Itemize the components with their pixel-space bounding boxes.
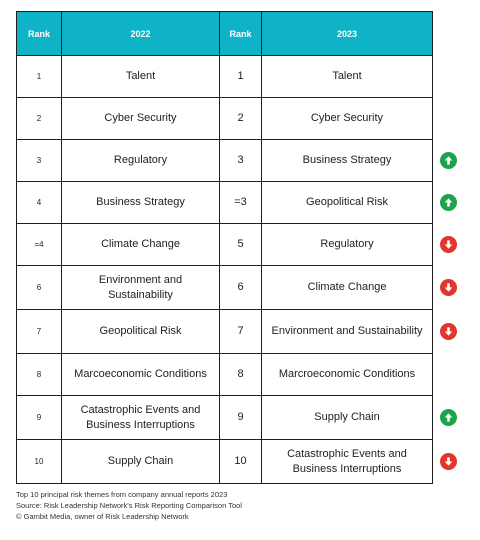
- risk-2022-cell: Talent: [61, 55, 220, 98]
- footer-copyright: © Gambit Media, owner of Risk Leadership…: [16, 512, 189, 521]
- risk-2022-cell: Climate Change: [61, 223, 220, 266]
- table-row: 10 Supply Chain 10 Catastrophic Events a…: [16, 439, 433, 484]
- rank-2022-cell: 2: [16, 97, 62, 140]
- footer-notes: Top 10 principal risk themes from compan…: [16, 489, 242, 522]
- risk-2022-cell: Catastrophic Events and Business Interru…: [61, 395, 220, 440]
- footer-source: Source: Risk Leadership Network's Risk R…: [16, 501, 242, 510]
- rank-2023-cell: 10: [219, 439, 262, 484]
- rank-2023-cell: =3: [219, 181, 262, 224]
- risk-2022-cell: Cyber Security: [61, 97, 220, 140]
- rank-2022-cell: 1: [16, 55, 62, 98]
- rank-2023-cell: 8: [219, 353, 262, 396]
- rank-2022-cell: 3: [16, 139, 62, 182]
- rank-2022-cell: 10: [16, 439, 62, 484]
- risk-2022-cell: Environment and Sustainability: [61, 265, 220, 310]
- table-row: 4 Business Strategy =3 Geopolitical Risk: [16, 181, 433, 224]
- risk-2023-cell: Geopolitical Risk: [261, 181, 433, 224]
- rank-2022-cell: 4: [16, 181, 62, 224]
- risk-ranking-table: Rank 2022 Rank 2023 1 Talent 1 Talent 2 …: [16, 11, 433, 484]
- arrow-up-circle-icon: [440, 409, 457, 426]
- arrow-up-circle-icon: [440, 194, 457, 211]
- header-rank-2022: Rank: [16, 11, 62, 56]
- table-row: 9 Catastrophic Events and Business Inter…: [16, 395, 433, 440]
- risk-2023-cell: Marcroeconomic Conditions: [261, 353, 433, 396]
- table-row: 1 Talent 1 Talent: [16, 55, 433, 98]
- rank-2023-cell: 5: [219, 223, 262, 266]
- rank-2023-cell: 3: [219, 139, 262, 182]
- header-rank-2023: Rank: [219, 11, 262, 56]
- risk-2023-cell: Supply Chain: [261, 395, 433, 440]
- rank-2023-cell: 9: [219, 395, 262, 440]
- risk-2023-cell: Talent: [261, 55, 433, 98]
- arrow-down-circle-icon: [440, 323, 457, 340]
- risk-2023-cell: Climate Change: [261, 265, 433, 310]
- risk-2023-cell: Cyber Security: [261, 97, 433, 140]
- table-row: 6 Environment and Sustainability 6 Clima…: [16, 265, 433, 310]
- rank-2022-cell: 7: [16, 309, 62, 354]
- rank-2022-cell: 6: [16, 265, 62, 310]
- risk-2023-cell: Environment and Sustainability: [261, 309, 433, 354]
- rank-2023-cell: 6: [219, 265, 262, 310]
- rank-2023-cell: 7: [219, 309, 262, 354]
- rank-2022-cell: 9: [16, 395, 62, 440]
- risk-2022-cell: Regulatory: [61, 139, 220, 182]
- header-year-2023: 2023: [261, 11, 433, 56]
- footer-caption: Top 10 principal risk themes from compan…: [16, 490, 228, 499]
- table-row: 7 Geopolitical Risk 7 Environment and Su…: [16, 309, 433, 354]
- risk-2022-cell: Supply Chain: [61, 439, 220, 484]
- risk-2023-cell: Business Strategy: [261, 139, 433, 182]
- risk-2023-cell: Regulatory: [261, 223, 433, 266]
- arrow-down-circle-icon: [440, 279, 457, 296]
- rank-2022-cell: 8: [16, 353, 62, 396]
- table-row: 8 Marcoeconomic Conditions 8 Marcroecono…: [16, 353, 433, 396]
- rank-2023-cell: 2: [219, 97, 262, 140]
- arrow-up-circle-icon: [440, 152, 457, 169]
- header-year-2022: 2022: [61, 11, 220, 56]
- table-row: 2 Cyber Security 2 Cyber Security: [16, 97, 433, 140]
- risk-2023-cell: Catastrophic Events and Business Interru…: [261, 439, 433, 484]
- table-row: 3 Regulatory 3 Business Strategy: [16, 139, 433, 182]
- table-row: =4 Climate Change 5 Regulatory: [16, 223, 433, 266]
- risk-2022-cell: Marcoeconomic Conditions: [61, 353, 220, 396]
- arrow-down-circle-icon: [440, 236, 457, 253]
- rank-2022-cell: =4: [16, 223, 62, 266]
- risk-2022-cell: Business Strategy: [61, 181, 220, 224]
- risk-2022-cell: Geopolitical Risk: [61, 309, 220, 354]
- rank-2023-cell: 1: [219, 55, 262, 98]
- header-row: Rank 2022 Rank 2023: [16, 11, 433, 56]
- arrow-down-circle-icon: [440, 453, 457, 470]
